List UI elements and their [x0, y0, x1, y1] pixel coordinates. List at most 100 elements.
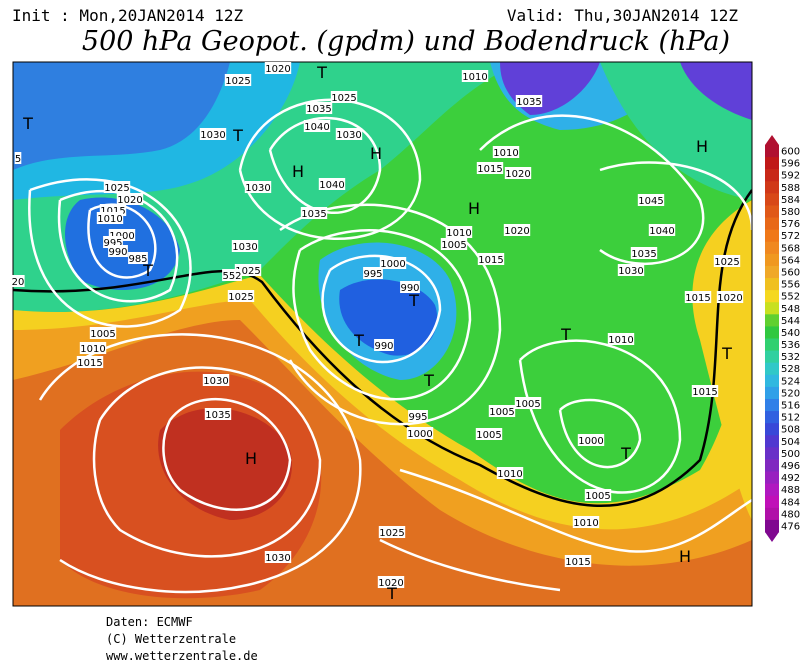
label-box	[406, 427, 434, 439]
label-box	[363, 267, 383, 279]
colorbar-label: 524	[781, 376, 800, 387]
colorbar-cell	[765, 483, 779, 497]
isobar-label: 1015	[685, 293, 710, 304]
label-box	[244, 181, 272, 193]
pressure-center: H	[468, 199, 480, 218]
isobar-label: 1030	[265, 553, 290, 564]
label-box	[227, 290, 255, 302]
pressure-center: H	[696, 137, 708, 156]
colorbar-label: 592	[781, 171, 800, 182]
label-box	[222, 269, 242, 281]
pressure-center: T	[408, 291, 419, 310]
colorbar-cell	[765, 338, 779, 352]
isobar-label: 1015	[692, 387, 717, 398]
colorbar-cell	[765, 205, 779, 219]
isobar-label: 1010	[80, 344, 105, 355]
label-box	[103, 181, 131, 193]
isobar-label: 1010	[462, 72, 487, 83]
label-box	[504, 167, 532, 179]
isobar-label: 995	[363, 269, 382, 280]
colorbar-label: 516	[781, 401, 800, 412]
pressure-center: T	[423, 371, 434, 390]
colorbar-label: 552	[781, 292, 800, 303]
colorbar-label: 500	[781, 449, 800, 460]
isobar-label: 552	[222, 271, 241, 282]
isobar-label: 1025	[235, 266, 260, 277]
colorbar-cell	[765, 326, 779, 339]
colorbar-cell	[765, 398, 779, 412]
isobar-label: 990	[374, 341, 393, 352]
isobar-label: 1020	[504, 226, 529, 237]
label-box	[408, 410, 428, 422]
isobar-label: 1030	[336, 130, 361, 141]
label-box	[14, 152, 22, 164]
footer-line: Daten: ECMWF	[106, 615, 193, 629]
label-box	[11, 275, 25, 287]
colorbar-cell	[765, 278, 779, 291]
isobar-label: 1010	[573, 518, 598, 529]
isobar-label: 1035	[306, 104, 331, 115]
colorbar-cell	[765, 447, 779, 460]
colorbar-label: 580	[781, 207, 800, 218]
pressure-center: H	[292, 162, 304, 181]
colorbar-label: 600	[781, 147, 800, 158]
colorbar-cell	[765, 290, 779, 303]
isobar-label: 1015	[478, 255, 503, 266]
label-box	[477, 253, 505, 265]
colorbar-label: 508	[781, 425, 800, 436]
colorbar-cell	[765, 253, 779, 267]
isobar-label: 1040	[649, 226, 674, 237]
isobar-label: 1005	[441, 240, 466, 251]
label-box	[231, 240, 259, 252]
colorbar-label: 560	[781, 267, 800, 278]
label-box	[318, 178, 346, 190]
label-box	[264, 62, 292, 74]
isobar-label: 1035	[205, 410, 230, 421]
isobar-label: 1030	[232, 242, 257, 253]
isobar-label: 1030	[203, 376, 228, 387]
colorbar-label: 484	[781, 497, 800, 508]
isobar-label: 990	[400, 283, 419, 294]
isobar-label: 1010	[97, 214, 122, 225]
label-box	[202, 374, 230, 386]
label-box	[684, 291, 712, 303]
isobar-label: 1040	[319, 180, 344, 191]
map-title: 500 hPa Geopot. (gpdm) und Bodendruck (h…	[81, 26, 731, 57]
colorbar-label: 480	[781, 509, 800, 520]
isobar-label: 1045	[638, 196, 663, 207]
colorbar-cell	[765, 507, 779, 521]
colorbar-label: 476	[781, 521, 800, 532]
label-box	[617, 264, 645, 276]
colorbar-cell	[765, 386, 779, 400]
label-box	[128, 252, 148, 264]
pressure-center: T	[353, 331, 364, 350]
colorbar-label: 544	[781, 316, 800, 327]
isobar-label: 1020	[505, 169, 530, 180]
colorbar-cell	[765, 314, 779, 327]
label-box	[503, 224, 531, 236]
colorbar-label: 520	[781, 388, 800, 399]
footer-line: www.wetterzentrale.de	[106, 649, 258, 663]
colorbar-label: 576	[781, 219, 800, 230]
colorbar-label: 492	[781, 473, 800, 484]
colorbar-cap	[765, 135, 779, 145]
isobar-label: 1020	[717, 293, 742, 304]
isobar-label: 20	[12, 277, 25, 288]
colorbar-cell	[765, 519, 779, 533]
isobar-label: 985	[128, 254, 147, 265]
isobar-label: 1005	[476, 430, 501, 441]
label-box	[264, 551, 292, 563]
label-box	[374, 339, 394, 351]
isobar-label: 1040	[304, 122, 329, 133]
colorbar-label: 496	[781, 461, 800, 472]
label-box	[224, 74, 252, 86]
colorbar-cell	[765, 362, 779, 376]
colorbar-cell	[765, 350, 779, 364]
colorbar-cell	[765, 181, 779, 194]
colorbar-label: 556	[781, 280, 800, 291]
colorbar-cell	[765, 145, 779, 158]
colorbar-label: 572	[781, 231, 800, 242]
pressure-center: T	[142, 261, 153, 280]
footer: Daten: ECMWF (C) Wetterzentrale www.wett…	[106, 614, 258, 665]
